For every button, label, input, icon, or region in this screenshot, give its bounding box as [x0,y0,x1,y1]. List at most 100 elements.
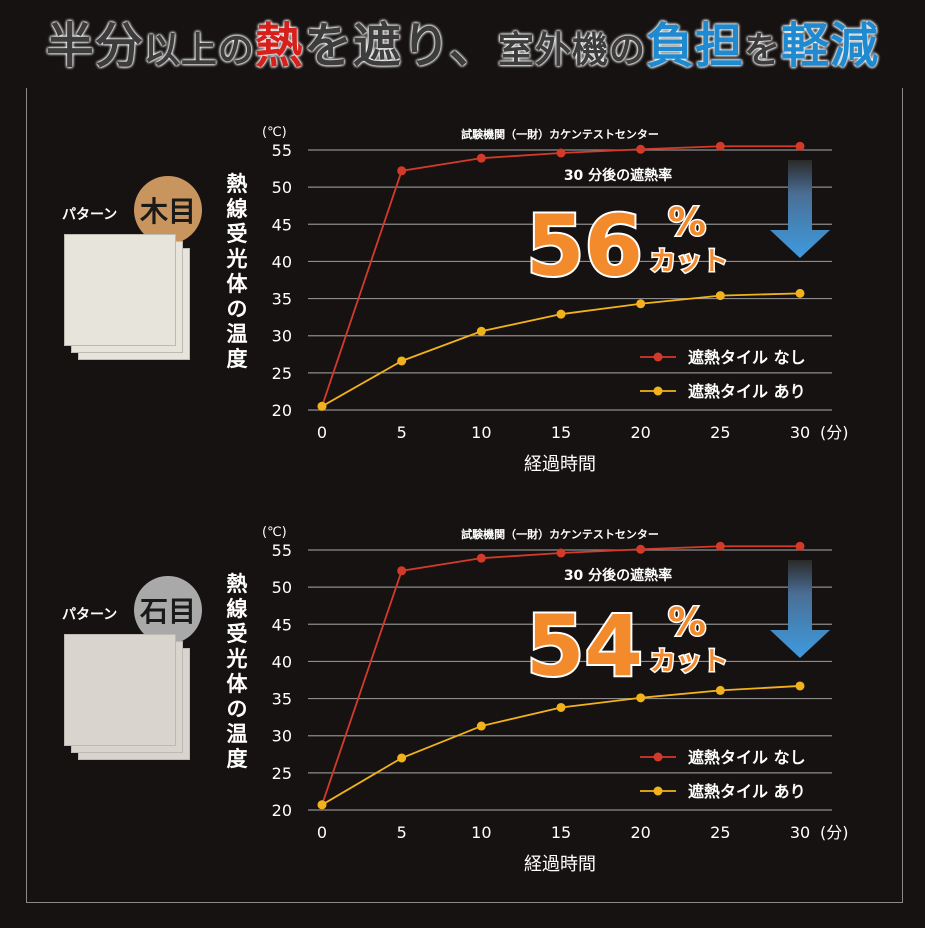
data-point [397,566,407,576]
chart-title: 試験機関（一財）カケンテストセンター [461,527,659,541]
legend-marker [653,786,663,796]
data-point [397,753,407,763]
wood-tile-image [64,234,190,360]
y-tick-label: 25 [272,764,292,783]
legend-label: 遮熱タイル なし [688,748,806,767]
chart-panel-wood: パターン 木目 熱線受光体の温度 20 25 30 35 40 45 50 55 0 5 10 15 2… [0,110,925,510]
y-tick-label: 35 [272,290,292,309]
data-point [636,144,646,154]
data-point [715,685,725,695]
y-tick-label: 45 [272,215,292,234]
pattern-label: パターン [62,607,118,623]
headline-part6: 負担 [646,18,745,74]
reduction-note: 30 分後の遮熱率 [564,167,672,184]
y-tick-label: 50 [272,578,292,597]
y-axis-label-char: 熱 [226,172,248,196]
x-axis-title: 経過時間 [524,454,596,475]
x-tick-label: 25 [710,823,730,842]
reduction-cut-label: カット [650,247,728,277]
y-unit-label: (℃) [262,525,287,540]
y-axis-label-char: 光 [226,647,248,671]
y-axis-label-char: 熱 [226,572,248,596]
data-point [715,541,725,551]
y-tick-label: 55 [272,541,292,560]
x-tick-label: 5 [397,823,407,842]
headline-part1: 半分 [45,18,144,74]
y-axis-label-char: 線 [226,597,248,621]
data-point [636,544,646,554]
reduction-value: 56 [526,197,643,295]
reduction-percent: % [668,200,706,244]
x-axis-title: 経過時間 [524,854,596,875]
headline-part4: を遮り、 [303,18,499,74]
data-point [795,541,805,551]
y-axis-label-char: の [226,297,248,321]
x-tick-label: 25 [710,423,730,442]
data-point [795,681,805,691]
headline-part7: を [744,30,782,71]
data-point [556,702,566,712]
data-point [636,299,646,309]
headline: 半分以上の熱を遮り、室外機の負担を軽減 [0,6,925,78]
chart-panel-stone: パターン 石目 熱線受光体の温度 20 25 30 35 40 45 50 55 0 5 10 15 2… [0,510,925,910]
data-point [715,141,725,151]
x-tick-label: 20 [630,823,650,842]
data-point [715,291,725,301]
line-chart-wood: 20 25 30 35 40 45 50 55 0 5 10 15 20 25 30 (℃) (分) 試験機関（一… [262,125,849,475]
data-point [556,148,566,158]
y-axis-label-char: 線 [226,197,248,221]
data-point [556,309,566,319]
data-point [476,153,486,163]
data-point [636,693,646,703]
y-tick-label: 25 [272,364,292,383]
x-tick-label: 10 [471,423,491,442]
reduction-cut-label: カット [650,647,728,677]
y-tick-label: 30 [272,327,292,346]
x-tick-label: 5 [397,423,407,442]
x-unit-label: (分) [820,823,849,842]
y-tick-label: 30 [272,727,292,746]
x-tick-label: 30 [790,423,810,442]
y-unit-label: (℃) [262,125,287,140]
data-point [317,401,327,411]
legend-marker [653,352,663,362]
y-axis-label-char: 体 [226,272,248,296]
data-point [317,800,327,810]
reduction-percent: % [668,600,706,644]
data-point [556,548,566,558]
y-axis-label-char: 度 [226,747,248,771]
data-point [476,721,486,731]
x-tick-label: 30 [790,823,810,842]
stone-tile-image [64,634,190,760]
headline-part5: 室外機の [498,30,647,71]
chart-title: 試験機関（一財）カケンテストセンター [461,127,659,141]
y-tick-label: 50 [272,178,292,197]
y-axis-label-char: 体 [226,672,248,696]
y-axis-label-char: 温 [226,322,248,346]
y-tick-label: 35 [272,690,292,709]
headline-part8: 軽減 [781,18,880,74]
y-tick-label: 40 [272,252,292,271]
y-axis-label: 熱線受光体の温度 [222,172,252,372]
legend-label: 遮熱タイル あり [688,382,806,401]
headline-part3: 熱 [254,18,304,74]
legend-label: 遮熱タイル なし [688,348,806,367]
down-arrow-icon [770,160,830,258]
y-tick-label: 40 [272,652,292,671]
pattern-badge-wood: 木目 [134,176,202,244]
tile-sheet [64,234,176,346]
x-unit-label: (分) [820,423,849,442]
data-point [795,141,805,151]
y-axis-label-char: 光 [226,247,248,271]
data-point [397,356,407,366]
legend-label: 遮熱タイル あり [688,782,806,801]
y-tick-label: 20 [272,801,292,820]
pattern-badge-stone: 石目 [134,576,202,644]
y-tick-label: 20 [272,401,292,420]
x-tick-label: 15 [551,423,571,442]
data-point [476,326,486,336]
y-axis-label-char: の [226,697,248,721]
content-frame [26,88,903,903]
legend-marker [653,386,663,396]
y-tick-label: 45 [272,615,292,634]
